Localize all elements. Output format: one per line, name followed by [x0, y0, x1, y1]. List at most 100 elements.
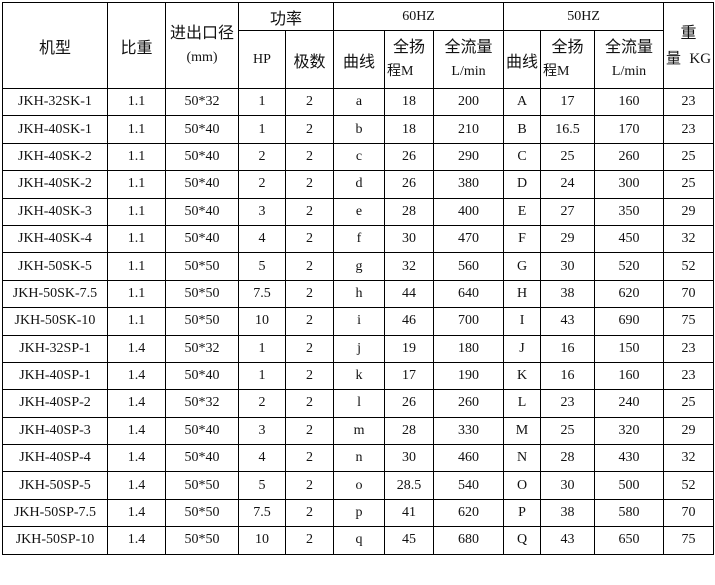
header-weight-2: 量: [666, 50, 682, 67]
cell-flow-50: 300: [594, 170, 665, 199]
cell-head-50: 38: [540, 279, 596, 309]
cell-specific-gravity: 1.1: [107, 87, 166, 117]
pump-spec-table: 机型 比重 进出口径 (mm) 功率 60HZ 50HZ 重 量 KG HP 极数…: [2, 2, 715, 555]
cell-curve-60: c: [333, 142, 386, 172]
cell-port-size: 50*50: [165, 471, 239, 500]
cell-head-60: 41: [384, 498, 435, 528]
cell-model: JKH-50SP-10: [2, 526, 108, 555]
cell-specific-gravity: 1.4: [107, 361, 166, 391]
cell-flow-60: 380: [433, 170, 505, 199]
cell-specific-gravity: 1.1: [107, 170, 166, 199]
cell-curve-60: k: [333, 361, 386, 391]
cell-flow-50: 170: [594, 115, 665, 144]
cell-model: JKH-40SK-2: [2, 142, 108, 172]
cell-head-60: 30: [384, 224, 435, 254]
cell-hp: 5: [238, 471, 286, 500]
cell-model: JKH-40SK-2: [2, 170, 108, 199]
cell-head-60: 18: [384, 87, 435, 117]
cell-poles: 2: [284, 498, 335, 528]
cell-model: JKH-40SP-3: [2, 416, 108, 446]
cell-flow-60: 190: [433, 361, 505, 391]
cell-curve-50: N: [503, 444, 542, 473]
cell-poles: 2: [284, 115, 335, 144]
header-60-head-1: 全扬: [393, 38, 426, 56]
cell-curve-60: f: [333, 224, 386, 254]
header-50-curve: 曲线: [503, 30, 542, 89]
header-50-head: 全扬 程M: [540, 30, 596, 89]
cell-port-size: 50*40: [165, 224, 239, 254]
cell-flow-60: 680: [433, 526, 505, 555]
cell-port-size: 50*32: [165, 389, 239, 418]
cell-flow-50: 450: [594, 224, 665, 254]
cell-flow-50: 430: [594, 444, 665, 473]
table-row: JKH-50SP-7.5 1.4 50*50 7.5 2 p 41 620 P 38 580 70: [2, 498, 715, 528]
cell-flow-60: 400: [433, 197, 505, 226]
cell-hp: 1: [238, 115, 286, 144]
cell-specific-gravity: 1.1: [107, 224, 166, 254]
header-port-unit: (mm): [186, 49, 218, 65]
cell-flow-60: 470: [433, 224, 505, 254]
cell-head-60: 32: [384, 252, 435, 281]
table-body: JKH-32SK-1 1.1 50*32 1 2 a 18 200 A 17 160 23 JKH-40…: [2, 87, 715, 555]
cell-weight: 25: [663, 170, 715, 199]
header-power: 功率: [237, 2, 335, 31]
cell-poles: 2: [284, 224, 335, 254]
cell-curve-50: O: [503, 471, 542, 500]
cell-flow-50: 160: [594, 87, 665, 117]
cell-head-50: 30: [540, 471, 596, 500]
cell-curve-50: A: [503, 87, 542, 117]
cell-curve-60: b: [333, 115, 386, 144]
cell-specific-gravity: 1.4: [107, 526, 166, 555]
table-row: JKH-40SK-4 1.1 50*40 4 2 f 30 470 F 29 450 32: [2, 224, 715, 254]
cell-head-60: 26: [384, 142, 435, 172]
cell-curve-50: K: [503, 361, 542, 391]
cell-head-60: 45: [384, 526, 435, 555]
cell-model: JKH-40SP-1: [2, 361, 108, 391]
cell-port-size: 50*40: [165, 197, 239, 226]
cell-weight: 29: [663, 197, 715, 226]
header-60-flow: 全流量 L/min: [433, 30, 505, 89]
table-row: JKH-50SP-10 1.4 50*50 10 2 q 45 680 Q 43 650 75: [2, 526, 715, 555]
cell-curve-60: g: [333, 252, 386, 281]
cell-hp: 5: [238, 252, 286, 281]
cell-flow-50: 500: [594, 471, 665, 500]
cell-poles: 2: [284, 471, 335, 500]
cell-curve-50: D: [503, 170, 542, 199]
cell-weight: 23: [663, 361, 715, 391]
cell-hp: 7.5: [238, 279, 286, 309]
cell-specific-gravity: 1.1: [107, 252, 166, 281]
table-row: JKH-32SK-1 1.1 50*32 1 2 a 18 200 A 17 160 23: [2, 87, 715, 117]
cell-curve-60: m: [333, 416, 386, 446]
header-60hz: 60HZ: [333, 2, 505, 31]
cell-poles: 2: [284, 526, 335, 555]
cell-flow-60: 700: [433, 307, 505, 336]
cell-specific-gravity: 1.1: [107, 279, 166, 309]
cell-model: JKH-40SK-1: [2, 115, 108, 144]
cell-hp: 2: [238, 170, 286, 199]
header-50-flow: 全流量 L/min: [594, 30, 665, 89]
cell-flow-50: 150: [594, 334, 665, 363]
cell-head-50: 16: [540, 334, 596, 363]
cell-specific-gravity: 1.4: [107, 498, 166, 528]
cell-head-60: 26: [384, 170, 435, 199]
cell-curve-50: C: [503, 142, 542, 172]
cell-curve-50: B: [503, 115, 542, 144]
cell-port-size: 50*50: [165, 279, 239, 309]
cell-head-50: 25: [540, 142, 596, 172]
header-poles: 极数: [284, 30, 335, 89]
cell-flow-60: 640: [433, 279, 505, 309]
cell-port-size: 50*50: [165, 252, 239, 281]
cell-hp: 1: [238, 334, 286, 363]
table-row: JKH-40SK-2 1.1 50*40 2 2 d 26 380 D 24 300 25: [2, 170, 715, 199]
table-row: JKH-40SK-1 1.1 50*40 1 2 b 18 210 B 16.5 170 23: [2, 115, 715, 144]
cell-specific-gravity: 1.1: [107, 307, 166, 336]
cell-model: JKH-32SP-1: [2, 334, 108, 363]
cell-specific-gravity: 1.4: [107, 389, 166, 418]
cell-port-size: 50*40: [165, 115, 239, 144]
header-50hz: 50HZ: [503, 2, 665, 31]
cell-weight: 32: [663, 224, 715, 254]
cell-curve-50: J: [503, 334, 542, 363]
header-weight-1: 重: [680, 24, 697, 42]
cell-curve-60: p: [333, 498, 386, 528]
cell-head-50: 43: [540, 307, 596, 336]
